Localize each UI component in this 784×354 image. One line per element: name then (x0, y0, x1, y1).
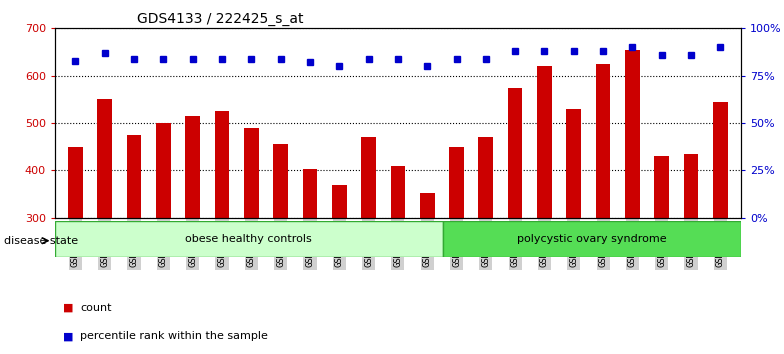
Text: ■: ■ (63, 331, 73, 341)
Text: obese healthy controls: obese healthy controls (185, 234, 312, 244)
Text: ■: ■ (63, 303, 73, 313)
Bar (361, 137, 376, 218)
Bar (443, 221, 741, 257)
Bar (390, 166, 405, 218)
Bar (713, 102, 728, 218)
Bar (478, 137, 493, 218)
Text: count: count (80, 303, 111, 313)
Bar (625, 50, 640, 218)
Bar (420, 193, 434, 218)
Bar (127, 135, 141, 218)
Bar (537, 66, 552, 218)
Bar (655, 156, 669, 218)
Bar (55, 221, 443, 257)
Bar (567, 109, 581, 218)
Bar (244, 128, 259, 218)
Bar (508, 87, 522, 218)
Bar (68, 147, 83, 218)
Bar (274, 144, 288, 218)
Bar (156, 123, 171, 218)
Bar (97, 99, 112, 218)
Bar (215, 111, 229, 218)
Bar (449, 147, 464, 218)
Bar (332, 184, 347, 218)
Bar (596, 64, 611, 218)
Text: percentile rank within the sample: percentile rank within the sample (80, 331, 268, 341)
Bar (303, 169, 318, 218)
Text: disease state: disease state (4, 236, 78, 246)
Text: GDS4133 / 222425_s_at: GDS4133 / 222425_s_at (137, 12, 303, 26)
Bar (185, 116, 200, 218)
Text: polycystic ovary syndrome: polycystic ovary syndrome (517, 234, 666, 244)
Bar (684, 154, 699, 218)
